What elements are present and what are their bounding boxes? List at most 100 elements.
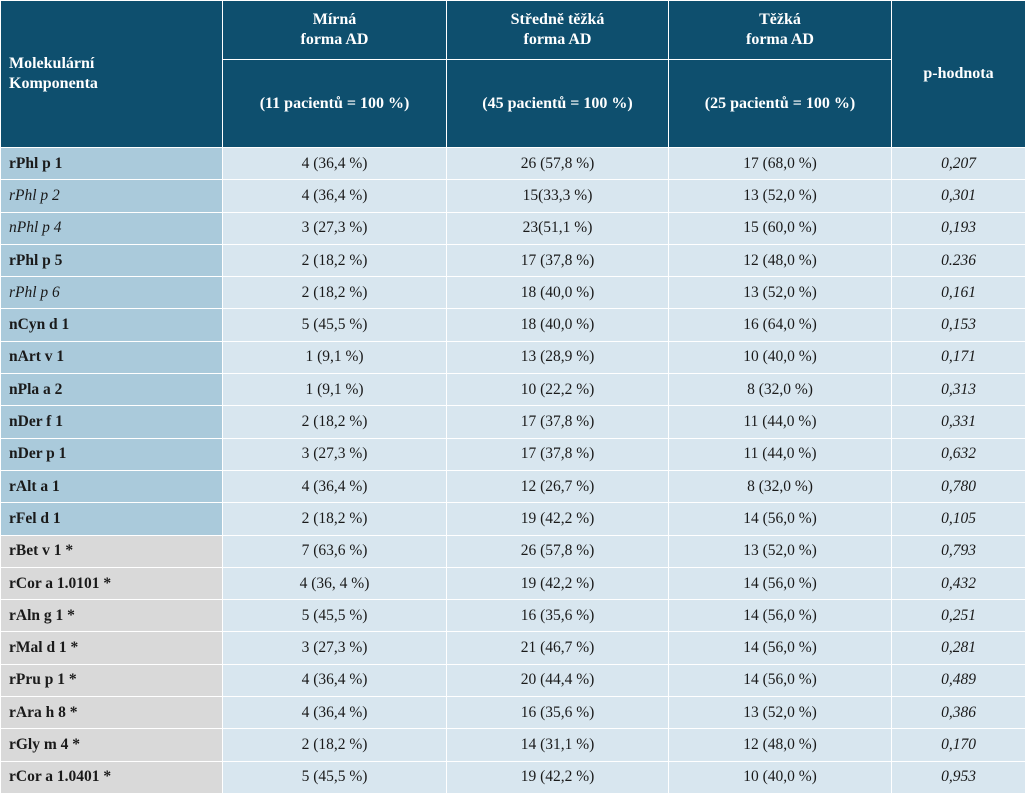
p-value: 0,171 [891, 340, 1025, 375]
moderate-value: 23(51,1 %) [446, 211, 669, 245]
moderate-value: 17 (37,8 %) [446, 405, 669, 439]
component-name: rGly m 4 * [0, 728, 223, 762]
table-row: rPhl p 6 2 (18,2 %) 18 (40,0 %) 13 (52,0… [0, 276, 1025, 310]
mild-value: 5 (45,5 %) [222, 308, 447, 342]
p-value: 0,281 [891, 631, 1025, 665]
mild-value: 4 (36,4 %) [222, 179, 447, 213]
component-name: rAlt a 1 [0, 469, 223, 504]
table-row: rPru p 1 * 4 (36,4 %) 20 (44,4 %) 14 (56… [0, 663, 1025, 698]
p-value: 0,161 [891, 276, 1025, 310]
component-name: nPla a 2 [0, 373, 223, 407]
severe-value: 15 (60,0 %) [668, 211, 892, 245]
component-name: rPhl p 1 [0, 146, 223, 181]
moderate-value: 13 (28,9 %) [446, 340, 669, 375]
component-name: nPhl p 4 [0, 211, 223, 245]
p-value-header: p-hodnota [891, 0, 1025, 148]
severe-value: 12 (48,0 %) [668, 728, 892, 762]
severe-value: 14 (56,0 %) [668, 502, 892, 536]
p-value: 0,251 [891, 599, 1025, 633]
mild-value: 3 (27,3 %) [222, 211, 447, 245]
moderate-value: 26 (57,8 %) [446, 146, 669, 181]
severe-value: 13 (52,0 %) [668, 696, 892, 730]
severe-value: 11 (44,0 %) [668, 405, 892, 439]
moderate-value: 17 (37,8 %) [446, 437, 669, 471]
table-row: nCyn d 1 5 (45,5 %) 18 (40,0 %) 16 (64,0… [0, 308, 1025, 342]
severe-value: 8 (32,0 %) [668, 469, 892, 504]
mild-value: 3 (27,3 %) [222, 437, 447, 471]
component-name: rCor a 1.0101 * [0, 566, 223, 601]
mild-value: 2 (18,2 %) [222, 405, 447, 439]
component-name: rPhl p 5 [0, 243, 223, 278]
table-row: rBet v 1 * 7 (63,6 %) 26 (57,8 %) 13 (52… [0, 534, 1025, 568]
p-value: 0,193 [891, 211, 1025, 245]
severe-value: 14 (56,0 %) [668, 663, 892, 698]
severe-value: 13 (52,0 %) [668, 534, 892, 568]
moderate-value: 10 (22,2 %) [446, 373, 669, 407]
moderate-value: 18 (40,0 %) [446, 276, 669, 310]
component-name: nCyn d 1 [0, 308, 223, 342]
mild-value: 2 (18,2 %) [222, 243, 447, 278]
mild-value: 1 (9,1 %) [222, 340, 447, 375]
moderate-header-line2: forma AD [523, 31, 592, 48]
table-row: rCor a 1.0401 * 5 (45,5 %) 19 (42,2 %) 1… [0, 760, 1025, 794]
p-value: 0,105 [891, 502, 1025, 536]
severe-value: 8 (32,0 %) [668, 373, 892, 407]
severe-value: 13 (52,0 %) [668, 276, 892, 310]
moderate-value: 20 (44,4 %) [446, 663, 669, 698]
table-row: nDer p 1 3 (27,3 %) 17 (37,8 %) 11 (44,0… [0, 437, 1025, 471]
p-value: 0.236 [891, 243, 1025, 278]
severe-value: 13 (52,0 %) [668, 179, 892, 213]
p-value: 0,207 [891, 146, 1025, 181]
component-header: Molekulární Komponenta [0, 0, 223, 148]
p-value: 0,489 [891, 663, 1025, 698]
component-name: rMal d 1 * [0, 631, 223, 665]
table-row: nPla a 2 1 (9,1 %) 10 (22,2 %) 8 (32,0 %… [0, 373, 1025, 407]
severe-group-header: Těžká forma AD [668, 0, 892, 60]
moderate-value: 14 (31,1 %) [446, 728, 669, 762]
component-header-line1: Molekulární [9, 55, 95, 72]
severe-value: 14 (56,0 %) [668, 566, 892, 601]
component-name: rCor a 1.0401 * [0, 760, 223, 794]
p-value: 0,301 [891, 179, 1025, 213]
mild-value: 2 (18,2 %) [222, 276, 447, 310]
moderate-value: 18 (40,0 %) [446, 308, 669, 342]
severe-value: 16 (64,0 %) [668, 308, 892, 342]
severe-count-header: (25 pacientů = 100 %) [668, 59, 892, 148]
component-name: rAra h 8 * [0, 696, 223, 730]
severe-value: 14 (56,0 %) [668, 631, 892, 665]
table-row: rFel d 1 2 (18,2 %) 19 (42,2 %) 14 (56,0… [0, 502, 1025, 536]
table-row: rGly m 4 * 2 (18,2 %) 14 (31,1 %) 12 (48… [0, 728, 1025, 762]
table-body: rPhl p 1 4 (36,4 %) 26 (57,8 %) 17 (68,0… [0, 146, 1025, 794]
mild-value: 1 (9,1 %) [222, 373, 447, 407]
mild-value: 4 (36,4 %) [222, 663, 447, 698]
table-row: nPhl p 4 3 (27,3 %) 23(51,1 %) 15 (60,0 … [0, 211, 1025, 245]
mild-value: 2 (18,2 %) [222, 728, 447, 762]
p-value: 0,632 [891, 437, 1025, 471]
severe-value: 11 (44,0 %) [668, 437, 892, 471]
table-header: Molekulární Komponenta Mírná forma AD St… [0, 0, 1025, 148]
table-row: rAln g 1 * 5 (45,5 %) 16 (35,6 %) 14 (56… [0, 599, 1025, 633]
mild-header-line2: forma AD [300, 31, 369, 48]
mild-value: 5 (45,5 %) [222, 599, 447, 633]
p-value: 0,331 [891, 405, 1025, 439]
p-value: 0,313 [891, 373, 1025, 407]
component-name: rPru p 1 * [0, 663, 223, 698]
mild-value: 4 (36,4 %) [222, 146, 447, 181]
p-value: 0,780 [891, 469, 1025, 504]
mild-value: 3 (27,3 %) [222, 631, 447, 665]
moderate-value: 26 (57,8 %) [446, 534, 669, 568]
p-value: 0,153 [891, 308, 1025, 342]
moderate-value: 12 (26,7 %) [446, 469, 669, 504]
component-name: rPhl p 6 [0, 276, 223, 310]
component-name: rBet v 1 * [0, 534, 223, 568]
component-name: nDer p 1 [0, 437, 223, 471]
mild-group-header: Mírná forma AD [222, 0, 447, 60]
component-name: rPhl p 2 [0, 179, 223, 213]
severe-value: 10 (40,0 %) [668, 340, 892, 375]
component-name: nDer f 1 [0, 405, 223, 439]
mild-value: 4 (36,4 %) [222, 696, 447, 730]
component-header-line2: Komponenta [9, 75, 98, 92]
p-value: 0,953 [891, 760, 1025, 794]
table-row: rMal d 1 * 3 (27,3 %) 21 (46,7 %) 14 (56… [0, 631, 1025, 665]
